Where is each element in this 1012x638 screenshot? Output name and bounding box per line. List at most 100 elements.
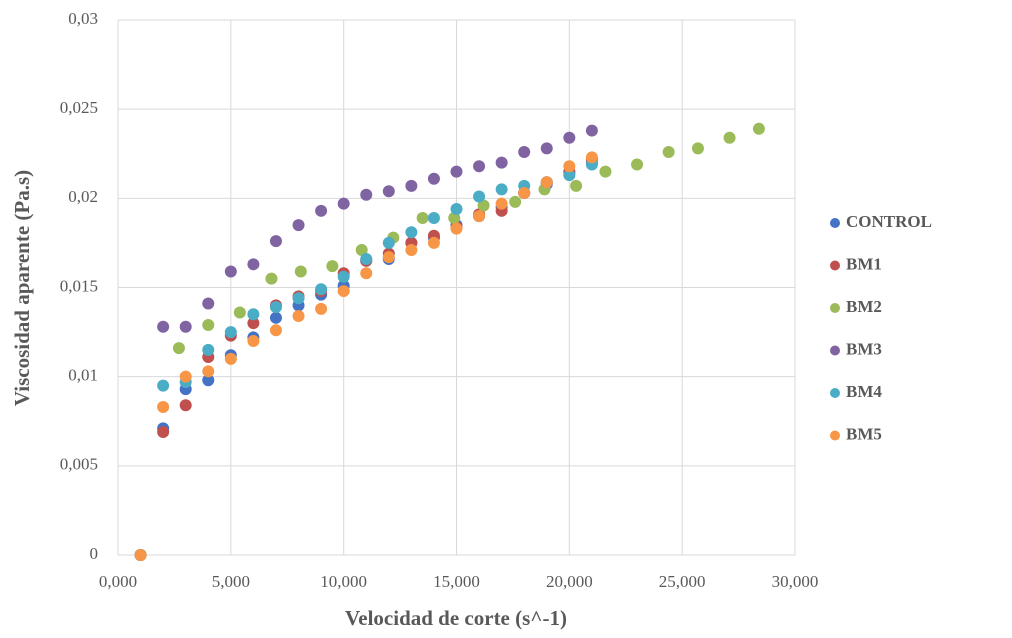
data-point (202, 374, 215, 387)
data-point (247, 258, 260, 271)
data-point (427, 172, 440, 185)
data-point (157, 379, 170, 392)
legend-label: BM5 (846, 424, 882, 443)
x-tick-label: 15,000 (433, 572, 480, 591)
data-point (157, 425, 170, 438)
y-tick-label: 0,02 (68, 187, 98, 206)
data-point (265, 272, 278, 285)
data-point (563, 160, 576, 173)
data-point (563, 169, 576, 182)
data-point (224, 265, 237, 278)
legend-label: CONTROL (846, 212, 932, 231)
data-point (337, 197, 350, 210)
y-tick-label: 0,005 (60, 455, 98, 474)
data-point (202, 318, 215, 331)
data-point (416, 211, 429, 224)
data-point (247, 308, 260, 321)
data-point (315, 302, 328, 315)
y-axis-title: Viscosidad aparente (Pa.s) (10, 170, 34, 406)
data-point (382, 236, 395, 249)
data-point (326, 260, 339, 273)
data-point (202, 297, 215, 310)
data-point (179, 399, 192, 412)
x-tick-label: 20,000 (546, 572, 593, 591)
data-point (405, 226, 418, 239)
data-point (382, 251, 395, 264)
data-point (518, 145, 531, 158)
data-point (157, 320, 170, 333)
data-point (292, 219, 305, 232)
data-point (585, 124, 598, 137)
data-point (570, 179, 583, 192)
data-point (134, 549, 147, 561)
y-tick-label: 0,01 (68, 366, 98, 385)
data-point (202, 343, 215, 356)
legend-label: BM4 (846, 382, 882, 401)
data-point (427, 211, 440, 224)
data-point (269, 311, 282, 324)
data-point (355, 244, 368, 257)
data-point (337, 285, 350, 298)
data-point (473, 160, 486, 173)
data-point (405, 179, 418, 192)
data-point (269, 324, 282, 337)
data-point (691, 142, 704, 155)
data-point (269, 301, 282, 314)
data-point (269, 235, 282, 248)
data-point (477, 199, 490, 212)
data-point (337, 270, 350, 283)
data-point (360, 252, 373, 265)
legend-label: BM3 (846, 339, 882, 358)
data-point (172, 342, 185, 355)
data-point (563, 131, 576, 144)
x-axis-title: Velocidad de corte (s^-1) (345, 606, 567, 630)
data-point (450, 165, 463, 178)
x-tick-label: 0,000 (99, 572, 137, 591)
legend-marker (830, 388, 840, 398)
data-point (405, 244, 418, 257)
data-point (247, 317, 260, 330)
legend-label: BM1 (846, 254, 882, 273)
y-tick-label: 0,03 (68, 9, 98, 28)
y-tick-label: 0,025 (60, 98, 98, 117)
legend-marker (830, 260, 840, 271)
data-point (662, 145, 675, 158)
legend-marker (830, 430, 840, 441)
data-point (382, 185, 395, 198)
data-point (247, 335, 260, 347)
data-point (540, 176, 553, 189)
data-point (233, 306, 246, 319)
data-point (224, 326, 237, 339)
data-point (450, 203, 463, 216)
data-point (179, 320, 192, 333)
legend-marker (830, 345, 840, 356)
data-point (495, 156, 508, 169)
data-point (473, 190, 486, 203)
data-point (540, 142, 553, 155)
x-tick-label: 5,000 (212, 572, 250, 591)
data-point (509, 195, 522, 208)
data-point (495, 183, 508, 196)
data-point (202, 365, 215, 378)
legend-label: BM2 (846, 297, 882, 316)
x-tick-label: 10,000 (320, 572, 367, 591)
legend-marker (830, 218, 840, 228)
data-point (518, 186, 531, 199)
data-point (752, 122, 765, 135)
data-point (315, 204, 328, 217)
data-point (315, 283, 328, 296)
data-point (450, 222, 463, 235)
data-point (495, 197, 508, 210)
data-point (585, 151, 598, 164)
data-point (631, 158, 644, 171)
data-point (360, 188, 373, 201)
y-tick-label: 0 (90, 544, 99, 563)
data-point (599, 165, 612, 178)
data-point (360, 267, 373, 280)
data-point (179, 370, 192, 383)
y-tick-label: 0,015 (60, 276, 98, 295)
data-point (427, 236, 440, 249)
data-point (224, 352, 237, 365)
data-point (723, 131, 736, 144)
